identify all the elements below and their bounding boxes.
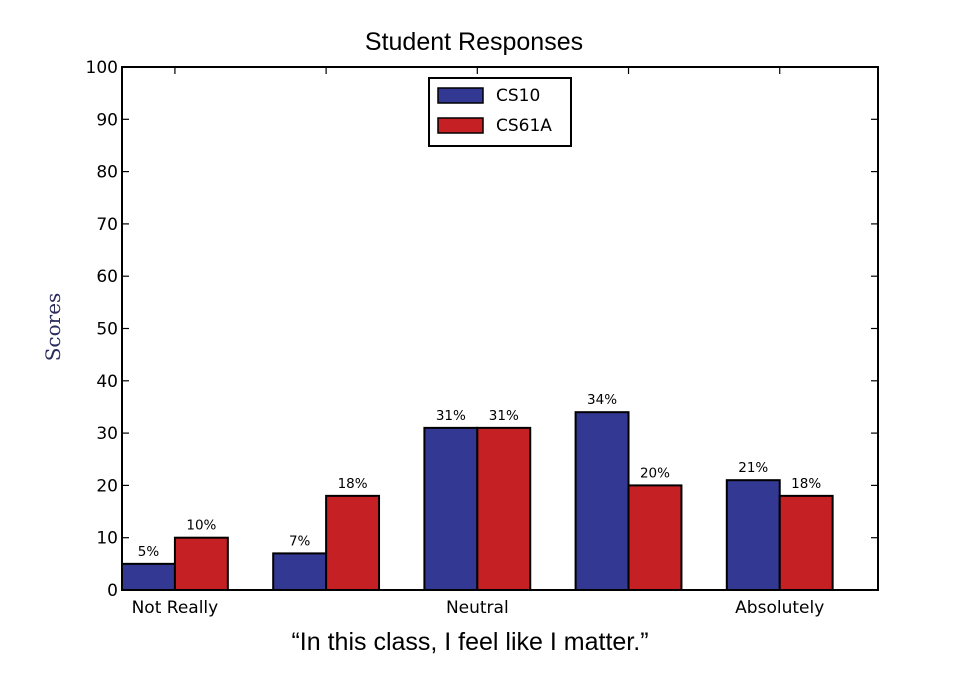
y-tick-label-10: 10 <box>96 529 118 549</box>
data-label-cs10-4: 21% <box>738 460 768 476</box>
data-label-cs61a-4: 18% <box>791 476 821 492</box>
legend-label-cs10: CS10 <box>496 86 540 106</box>
bar-cs61a-2 <box>476 426 532 591</box>
data-label-cs10-2: 31% <box>436 408 466 424</box>
x-tick-label-4: Absolutely <box>735 598 824 618</box>
axes-layer: 0 10 20 30 40 50 60 70 80 90 100 Not Really Neutral A… <box>86 58 879 618</box>
x-tick-label-0: Not Really <box>132 598 219 618</box>
legend-swatch-cs10 <box>437 87 484 104</box>
data-label-cs61a-1: 18% <box>338 476 368 492</box>
data-label-cs10-1: 7% <box>289 533 311 549</box>
y-tick-label-100: 100 <box>86 58 118 78</box>
bar-cs61a-0 <box>173 536 229 592</box>
data-label-cs10-3: 34% <box>587 392 617 408</box>
bar-cs10-1 <box>272 552 328 592</box>
bar-cs61a-1 <box>325 494 381 591</box>
y-tick-label-20: 20 <box>96 476 118 496</box>
bar-cs61a-4 <box>778 494 834 591</box>
bar-cs10-2 <box>423 426 479 591</box>
bar-cs61a-3 <box>627 484 683 591</box>
chart-title: Student Responses <box>365 28 583 56</box>
data-label-cs61a-3: 20% <box>640 465 670 481</box>
y-tick-label-30: 30 <box>96 424 118 444</box>
legend: CS10 CS61A <box>428 77 572 147</box>
bars-layer: 5% 7% 31% 34% 21% 10% 18% 31% 20% 18% <box>121 392 834 592</box>
bar-cs10-0 <box>121 562 176 591</box>
x-tick-label-2: Neutral <box>446 598 509 618</box>
y-tick-label-80: 80 <box>96 163 118 183</box>
y-tick-label-50: 50 <box>96 320 118 340</box>
y-tick-label-60: 60 <box>96 267 118 287</box>
data-label-cs10-0: 5% <box>138 544 160 560</box>
x-axis-label: “In this class, I feel like I matter.” <box>291 628 648 656</box>
y-tick-label-0: 0 <box>107 581 118 601</box>
y-axis-label: Scores <box>41 293 65 362</box>
bar-cs10-3 <box>574 411 630 591</box>
y-tick-label-90: 90 <box>96 110 118 130</box>
data-label-cs61a-2: 31% <box>489 408 519 424</box>
y-tick-label-40: 40 <box>96 372 118 392</box>
legend-label-cs61a: CS61A <box>496 116 552 136</box>
bar-cs10-4 <box>725 479 781 592</box>
data-label-cs61a-0: 10% <box>186 518 216 534</box>
legend-swatch-cs61a <box>437 117 484 134</box>
y-tick-label-70: 70 <box>96 215 118 235</box>
